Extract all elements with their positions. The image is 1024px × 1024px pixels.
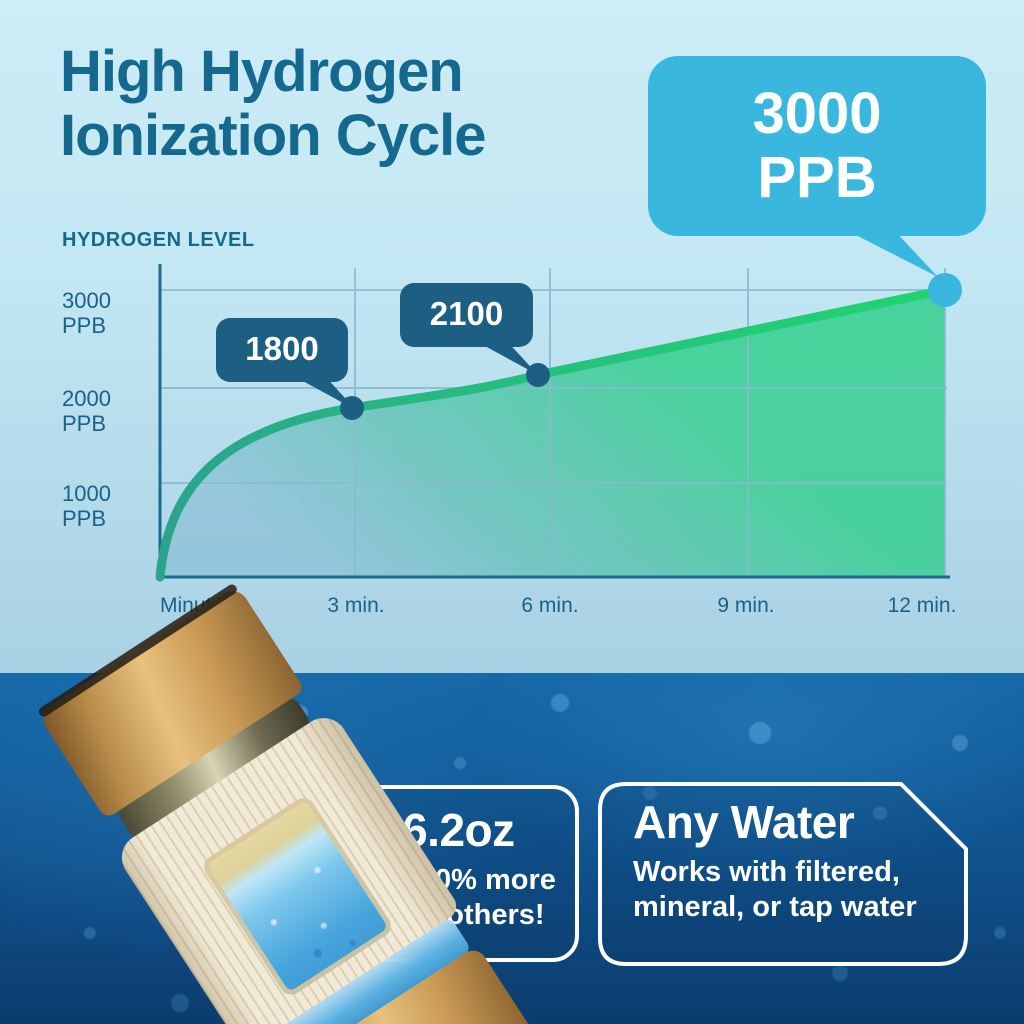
chart-gridlines [160, 268, 947, 577]
any-water-card-title: Any Water [633, 796, 855, 848]
chart-axes [157, 264, 950, 579]
peak-value: 3000 [752, 81, 882, 146]
y-tick-1000: 1000 PPB [62, 481, 111, 531]
x-tick-9min: 9 min. [717, 594, 775, 617]
page-title-line1: High Hydrogen [60, 39, 464, 104]
callout-bubble-1800: 1800 [216, 318, 348, 382]
y-tick-2000-unit: PPB [62, 411, 107, 436]
peak-value-speech-bubble: 3000 PPB [648, 56, 986, 236]
bottle-water-window [199, 793, 396, 1000]
y-tick-2000-value: 2000 [62, 386, 111, 411]
x-tick-3min: 3 min. [327, 594, 385, 617]
data-point-3000 [928, 273, 962, 307]
page-title-line2: Ionization Cycle [60, 103, 487, 168]
callout-bubble-2100: 2100 [400, 283, 533, 347]
any-water-card-line2: mineral, or tap water [633, 891, 917, 923]
any-water-card-outline [598, 782, 968, 966]
chart-title: HYDROGEN LEVEL [62, 229, 255, 251]
any-water-card: Any Water Works with filtered, mineral, … [633, 795, 917, 925]
y-tick-3000: 3000 PPB [62, 288, 111, 338]
any-water-card-line1: Works with filtered, [633, 856, 900, 888]
hydrogen-level-chart [155, 264, 962, 582]
page-title: High Hydrogen Ionization Cycle [60, 39, 487, 168]
x-tick-6min: 6 min. [521, 594, 579, 617]
x-tick-12min: 12 min. [887, 594, 957, 617]
peak-unit: PPB [757, 145, 877, 210]
y-tick-1000-unit: PPB [62, 506, 107, 531]
y-tick-3000-unit: PPB [62, 313, 107, 338]
any-water-card-subtitle: Works with filtered, mineral, or tap wat… [633, 855, 917, 925]
x-axis-labels: Minutes 3 min. 6 min. 9 min. 12 min. [0, 594, 1024, 624]
y-tick-2000: 2000 PPB [62, 386, 111, 436]
chart-section-background: High Hydrogen Ionization Cycle 3000 PPB … [0, 0, 1024, 673]
y-tick-3000-value: 3000 [62, 288, 111, 313]
y-tick-1000-value: 1000 [62, 481, 111, 506]
